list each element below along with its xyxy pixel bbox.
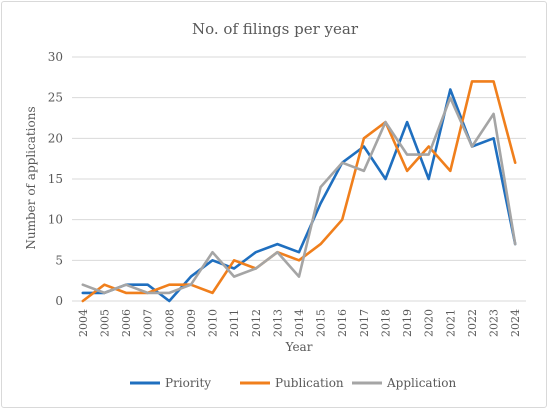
y-tick-label: 10 — [48, 213, 63, 227]
x-tick-label: 2022 — [466, 309, 479, 337]
x-tick-label: 2024 — [509, 309, 522, 337]
x-axis-ticks: 2004 2005 2006 2007 2008 2009 2010 2011 2012 2013… — [77, 309, 522, 337]
y-axis-label: Number of applications — [24, 106, 38, 249]
x-tick-label: 2016 — [336, 309, 349, 337]
x-tick-label: 2015 — [315, 309, 328, 337]
x-tick-label: 2019 — [401, 309, 414, 337]
x-tick-label: 2005 — [98, 309, 111, 337]
y-tick-label: 20 — [48, 131, 63, 145]
series-lines — [81, 80, 517, 303]
y-tick-label: 30 — [48, 50, 63, 64]
series-line-priority — [81, 88, 517, 303]
x-tick-label: 2018 — [379, 309, 392, 337]
series-line-application — [81, 96, 517, 295]
series-line-publication — [81, 80, 517, 303]
x-tick-label: 2009 — [185, 309, 198, 337]
chart-title: No. of filings per year — [192, 20, 359, 38]
y-tick-label: 25 — [48, 91, 63, 105]
y-tick-label: 0 — [55, 294, 63, 308]
x-tick-label: 2010 — [207, 309, 220, 337]
x-tick-label: 2011 — [228, 309, 241, 337]
x-tick-label: 2021 — [444, 309, 457, 337]
x-tick-label: 2004 — [77, 309, 90, 337]
x-tick-label: 2014 — [293, 309, 306, 337]
x-tick-label: 2020 — [423, 309, 436, 337]
y-axis-ticks: 0 5 10 15 20 25 30 — [48, 50, 63, 308]
y-tick-label: 5 — [55, 253, 63, 267]
x-tick-label: 2006 — [120, 309, 133, 337]
y-tick-label: 15 — [48, 172, 63, 186]
x-tick-label: 2007 — [142, 309, 155, 337]
legend-label-publication: Publication — [275, 376, 344, 390]
x-axis-label: Year — [285, 340, 313, 354]
gridlines — [72, 56, 526, 261]
x-tick-label: 2008 — [163, 309, 176, 337]
legend: Priority Publication Application — [130, 376, 456, 390]
legend-label-application: Application — [386, 376, 456, 390]
legend-label-priority: Priority — [165, 376, 211, 390]
x-tick-label: 2013 — [271, 309, 284, 337]
x-tick-label: 2023 — [488, 309, 501, 337]
x-tick-label: 2017 — [358, 309, 371, 337]
x-tick-label: 2012 — [250, 309, 263, 337]
